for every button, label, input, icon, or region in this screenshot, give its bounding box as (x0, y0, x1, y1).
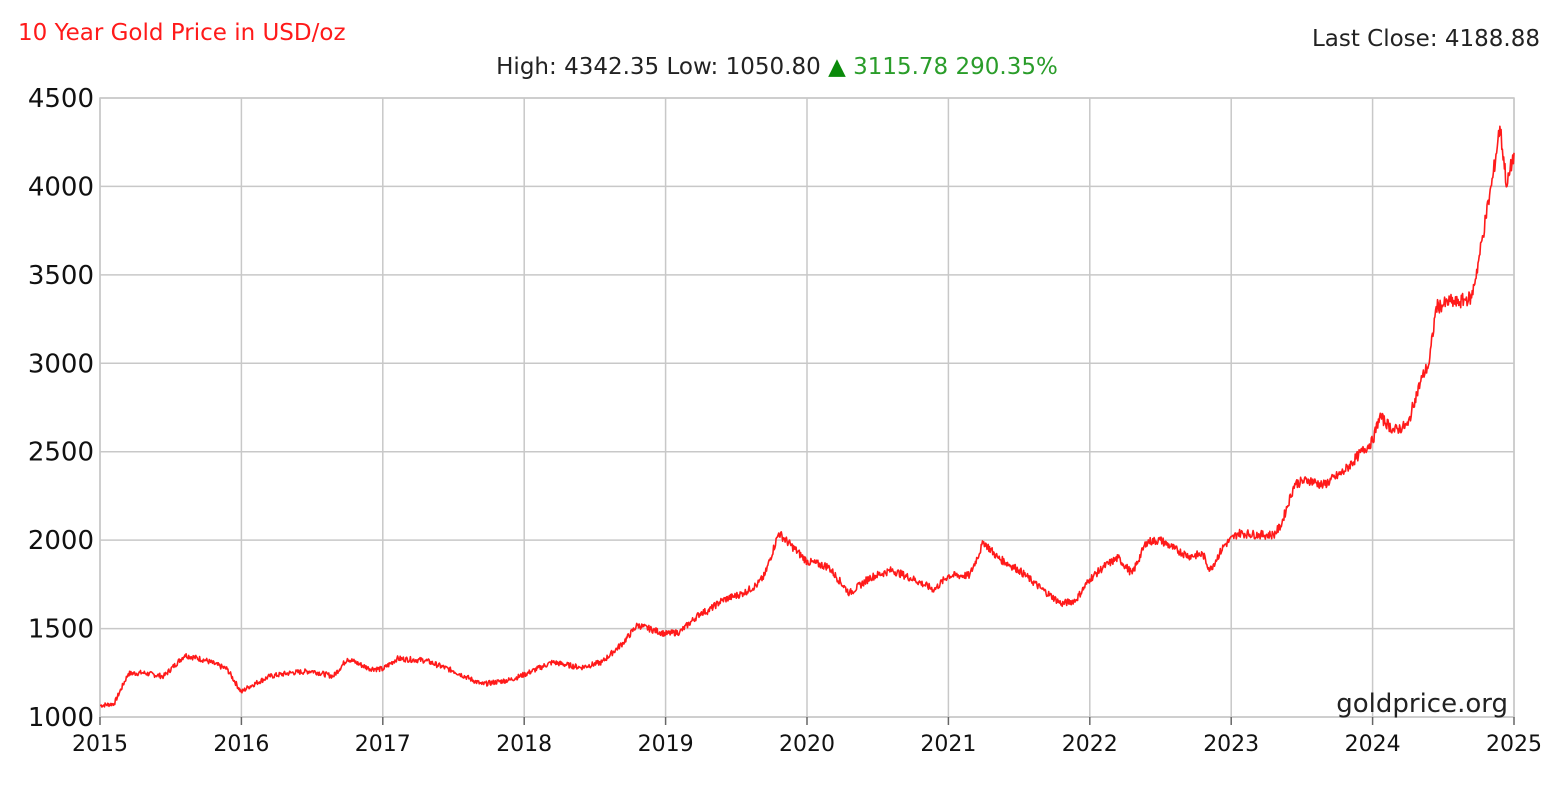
up-arrow-icon: ▲ (828, 54, 846, 80)
x-tick-label: 2015 (72, 732, 128, 757)
last-close-value: 4188.88 (1444, 26, 1540, 52)
y-tick-label: 4500 (28, 84, 94, 114)
x-tick-label: 2020 (779, 732, 835, 757)
change-percent: 290.35% (955, 54, 1058, 80)
y-tick-label: 2000 (28, 526, 94, 556)
x-tick-label: 2018 (496, 732, 552, 757)
high-value: 4342.35 (564, 54, 660, 80)
x-tick-label: 2022 (1062, 732, 1118, 757)
axis-tick-labels: 1000 1500 2000 2500 3000 3500 4000 4500 2015 2016… (28, 84, 1542, 757)
price-stats: High: 4342.35 Low: 1050.80 ▲ 3115.78 290… (0, 54, 1554, 80)
price-series (99, 125, 1515, 708)
x-tick-label: 2021 (920, 732, 976, 757)
y-tick-label: 2500 (28, 438, 94, 468)
watermark: goldprice.org (1336, 689, 1508, 719)
chart-grid (99, 97, 1515, 725)
y-tick-label: 3000 (28, 349, 94, 379)
change-value: 3115.78 (853, 54, 949, 80)
x-tick-label: 2024 (1345, 732, 1401, 757)
x-tick-label: 2016 (213, 732, 269, 757)
y-tick-label: 4000 (28, 172, 94, 202)
low-value: 1050.80 (725, 54, 821, 80)
chart-title: 10 Year Gold Price in USD/oz (18, 20, 346, 46)
gold-price-line (99, 125, 1515, 708)
y-tick-label: 1500 (28, 615, 94, 645)
high-label: High: (496, 54, 557, 80)
last-close: Last Close: 4188.88 (1312, 26, 1540, 52)
x-tick-label: 2017 (355, 732, 411, 757)
last-close-label: Last Close: (1311, 26, 1438, 52)
y-tick-label: 3500 (28, 261, 94, 291)
x-tick-label: 2019 (638, 732, 694, 757)
x-tick-label: 2025 (1486, 732, 1542, 757)
y-tick-label: 1000 (28, 703, 94, 733)
low-label: Low: (666, 54, 719, 80)
x-tick-label: 2023 (1203, 732, 1259, 757)
